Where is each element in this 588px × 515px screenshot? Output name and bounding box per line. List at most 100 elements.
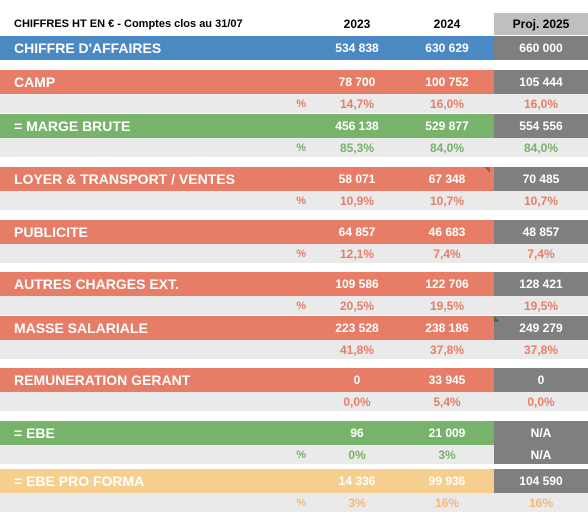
column-header-2023[interactable]: 2023 — [343, 17, 371, 31]
cell-2024[interactable]: 238 186 — [425, 321, 469, 335]
cell-proj-2025[interactable]: 660 000 — [494, 36, 588, 60]
row-chiffre-affaires: CHIFFRE D'AFFAIRES 534 838 630 629 660 0… — [0, 36, 588, 60]
cell-2024[interactable]: 19,5% — [429, 298, 465, 313]
cell-2023[interactable]: 96 — [350, 426, 364, 440]
table-title[interactable]: CHIFFRES HT EN € - Comptes clos au 31/07 — [14, 18, 243, 30]
cell-2023[interactable]: 534 838 — [335, 41, 379, 55]
row-camp: CAMP 78 700 100 752 105 444 — [0, 70, 588, 94]
row-remuneration-gerant-percent: 0,0% 5,4% 0,0% — [0, 392, 588, 411]
row-autres-charges: AUTRES CHARGES EXT. 109 586 122 706 128 … — [0, 272, 588, 296]
row-marge-brute-percent: % 85,3% 84,0% 84,0% — [0, 138, 588, 157]
row-label[interactable]: CHIFFRE D'AFFAIRES — [14, 40, 162, 56]
cell-2024[interactable]: 7,4% — [433, 246, 461, 261]
percent-symbol[interactable]: % — [296, 448, 306, 461]
column-header-proj-2025[interactable]: Proj. 2025 — [494, 13, 588, 35]
row-label[interactable]: CAMP — [14, 74, 56, 90]
row-ebe: = EBE 96 21 009 N/A — [0, 421, 588, 445]
cell-2023[interactable]: 109 586 — [335, 277, 379, 291]
cell-2023[interactable]: 10,9% — [339, 193, 375, 208]
cell-2023[interactable]: 58 071 — [338, 172, 376, 186]
row-label[interactable]: REMUNERATION GERANT — [14, 372, 191, 388]
cell-2023[interactable]: 14,7% — [339, 96, 375, 111]
cell-2024[interactable]: 3% — [438, 447, 456, 462]
cell-2024[interactable]: 16% — [434, 495, 460, 510]
error-indicator-icon[interactable] — [494, 316, 500, 322]
row-loyer-transport: LOYER & TRANSPORT / VENTES 58 071 67 348… — [0, 167, 588, 191]
cell-proj-2025[interactable]: 10,7% — [494, 191, 588, 210]
cell-2024[interactable]: 122 706 — [425, 277, 469, 291]
cell-2024[interactable]: 5,4% — [433, 394, 461, 409]
row-loyer-transport-percent: % 10,9% 10,7% 10,7% — [0, 191, 588, 210]
header-row: CHIFFRES HT EN € - Comptes clos au 31/07… — [0, 13, 588, 35]
cell-proj-2025[interactable]: 105 444 — [494, 70, 588, 94]
percent-symbol[interactable]: % — [296, 496, 306, 509]
percent-symbol[interactable] — [280, 340, 310, 359]
row-ebe-pro-forma: = EBE PRO FORMA 14 336 99 936 104 590 — [0, 469, 588, 493]
cell-2024[interactable]: 100 752 — [425, 75, 469, 89]
cell-2024[interactable]: 21 009 — [428, 426, 466, 440]
cell-2024[interactable]: 67 348 — [428, 172, 466, 186]
cell-proj-2025[interactable]: 37,8% — [494, 340, 588, 359]
row-label[interactable]: = EBE — [14, 425, 55, 441]
row-label[interactable]: = MARGE BRUTE — [14, 118, 131, 134]
cell-proj-2025[interactable]: 0,0% — [494, 392, 588, 411]
row-masse-salariale-percent: 41,8% 37,8% 37,8% — [0, 340, 588, 359]
cell-proj-2025[interactable]: N/A — [494, 421, 588, 445]
cell-2023[interactable]: 41,8% — [339, 342, 375, 357]
cell-proj-2025[interactable]: 84,0% — [494, 138, 588, 157]
cell-2023[interactable]: 64 857 — [338, 225, 376, 239]
cell-proj-2025[interactable]: 16,0% — [494, 94, 588, 113]
row-autres-charges-percent: % 20,5% 19,5% 19,5% — [0, 296, 588, 315]
row-label[interactable]: MASSE SALARIALE — [14, 320, 148, 336]
cell-2024[interactable]: 16,0% — [429, 96, 465, 111]
cell-2023[interactable]: 0% — [348, 447, 366, 462]
cell-proj-2025[interactable]: 7,4% — [494, 244, 588, 263]
cell-proj-2025[interactable]: 128 421 — [494, 272, 588, 296]
cell-proj-2025[interactable]: 19,5% — [494, 296, 588, 315]
cell-proj-2025[interactable]: 70 485 — [494, 167, 588, 191]
row-label[interactable]: LOYER & TRANSPORT / VENTES — [14, 171, 235, 187]
cell-2023[interactable]: 78 700 — [338, 75, 376, 89]
percent-symbol[interactable]: % — [296, 247, 306, 260]
row-label[interactable]: PUBLICITE — [14, 224, 88, 240]
cell-2024[interactable]: 84,0% — [429, 140, 465, 155]
cell-2023[interactable]: 12,1% — [339, 246, 375, 261]
cell-proj-2025[interactable]: 0 — [494, 368, 588, 392]
cell-2024[interactable]: 33 945 — [428, 373, 466, 387]
row-publicite-percent: % 12,1% 7,4% 7,4% — [0, 244, 588, 263]
comment-indicator-icon[interactable] — [484, 167, 490, 173]
cell-2024[interactable]: 99 936 — [428, 474, 466, 488]
cell-2023[interactable]: 456 138 — [335, 119, 379, 133]
cell-2024[interactable]: 46 683 — [428, 225, 466, 239]
cell-proj-2025[interactable]: 249 279 — [494, 316, 588, 340]
cell-2023[interactable]: 0 — [353, 373, 361, 387]
cell-2024[interactable]: 630 629 — [425, 41, 469, 55]
cell-2023[interactable]: 3% — [348, 495, 366, 510]
cell-2023[interactable]: 14 336 — [338, 474, 376, 488]
cell-proj-2025[interactable]: N/A — [494, 445, 588, 464]
cell-proj-2025[interactable]: 554 556 — [494, 114, 588, 138]
cell-2023[interactable]: 223 528 — [335, 321, 379, 335]
percent-symbol[interactable] — [280, 392, 310, 411]
column-header-2024[interactable]: 2024 — [433, 17, 461, 31]
cell-proj-2025[interactable]: 104 590 — [494, 469, 588, 493]
cell-2024[interactable]: 529 877 — [425, 119, 469, 133]
row-marge-brute: = MARGE BRUTE 456 138 529 877 554 556 — [0, 114, 588, 138]
row-label[interactable]: AUTRES CHARGES EXT. — [14, 276, 179, 292]
cell-2024[interactable]: 10,7% — [429, 193, 465, 208]
cell-2023[interactable]: 0,0% — [343, 394, 371, 409]
cell-proj-2025[interactable]: 16% — [494, 493, 588, 512]
row-publicite: PUBLICITE 64 857 46 683 48 857 — [0, 220, 588, 244]
cell-proj-2025[interactable]: 48 857 — [494, 220, 588, 244]
percent-symbol[interactable]: % — [296, 97, 306, 110]
percent-symbol[interactable]: % — [296, 141, 306, 154]
cell-2023[interactable]: 20,5% — [339, 298, 375, 313]
percent-symbol[interactable]: % — [296, 299, 306, 312]
row-ebe-pro-forma-percent: % 3% 16% 16% — [0, 493, 588, 512]
cell-2024[interactable]: 37,8% — [429, 342, 465, 357]
percent-symbol[interactable]: % — [296, 194, 306, 207]
cell-2023[interactable]: 85,3% — [339, 140, 375, 155]
row-remuneration-gerant: REMUNERATION GERANT 0 33 945 0 — [0, 368, 588, 392]
row-label[interactable]: = EBE PRO FORMA — [14, 473, 145, 489]
